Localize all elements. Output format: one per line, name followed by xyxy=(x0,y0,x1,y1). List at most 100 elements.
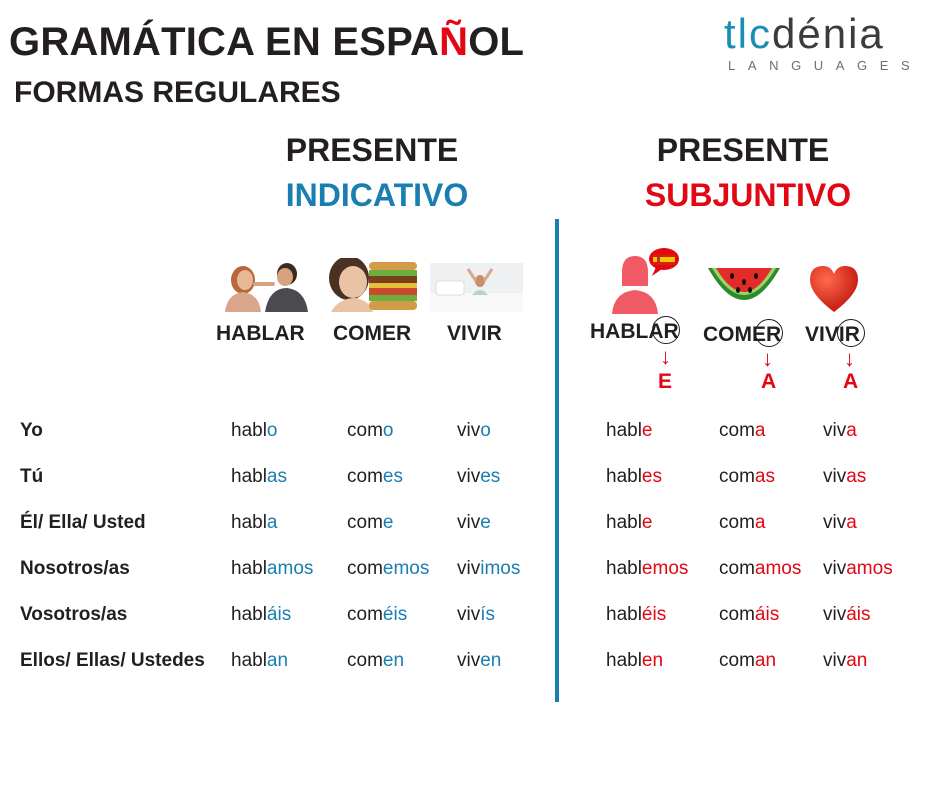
person-speech-bubble-icon xyxy=(608,246,680,316)
verb-ending: e xyxy=(480,512,491,533)
verb-ending: a xyxy=(846,420,857,441)
indicativo-verb-vivir: VIVIR xyxy=(447,322,502,345)
indicativo-form-vivir: vive xyxy=(457,512,491,534)
verb-ending: áis xyxy=(754,604,780,625)
indicativo-form-comer: coméis xyxy=(347,604,407,626)
woman-waking-up-photo-icon xyxy=(430,263,523,312)
verb-stem: habl xyxy=(606,420,642,441)
pronoun-label: Vosotros/as xyxy=(20,604,128,625)
indicativo-form-hablar: hablo xyxy=(231,420,278,442)
verb-stem: viv xyxy=(457,558,481,579)
indicativo-form-vivir: vivo xyxy=(457,420,491,442)
subjuntivo-form-vivir: viváis xyxy=(823,604,871,626)
verb-stem: habl xyxy=(231,604,267,625)
indicativo-form-vivir: vives xyxy=(457,466,500,488)
verb-stem: com xyxy=(719,650,755,671)
verb-stem: habl xyxy=(606,512,642,533)
verb-stem: habl xyxy=(606,650,642,671)
verb-ending: e xyxy=(382,512,394,533)
verb-ending: en xyxy=(641,650,664,671)
verb-ending: en xyxy=(480,650,502,671)
subjuntivo-heading-line2: SUBJUNTIVO xyxy=(644,177,852,213)
subjuntivo-form-comer: comáis xyxy=(719,604,779,626)
verb-ending: as xyxy=(754,466,775,487)
verb-ending: éis xyxy=(641,604,667,625)
logo-tagline: LANGUAGES xyxy=(728,58,923,73)
indicativo-form-hablar: habláis xyxy=(231,604,291,626)
woman-eating-burger-photo-icon xyxy=(325,258,420,312)
verb-ending: a xyxy=(754,512,766,533)
verb-ending: as xyxy=(846,466,867,487)
verb-ending: e xyxy=(641,512,653,533)
verb-ending: es xyxy=(480,466,501,487)
verb-stem: habl xyxy=(231,466,267,487)
verb-ending: áis xyxy=(266,604,292,625)
verb-stem: com xyxy=(719,466,755,487)
pronoun-label: Tú xyxy=(20,466,44,487)
indicativo-form-hablar: habla xyxy=(231,512,278,534)
indicativo-form-vivir: vivís xyxy=(457,604,495,626)
verb-stem: habl xyxy=(606,558,642,579)
verb-ending: as xyxy=(266,466,287,487)
verb-ending: e xyxy=(641,420,653,441)
verb-stem: habl xyxy=(231,420,267,441)
verb-stem: habl xyxy=(231,512,267,533)
column-divider xyxy=(555,219,559,702)
indicativo-form-comer: comen xyxy=(347,650,404,672)
verb-ending: amos xyxy=(266,558,314,579)
subjuntivo-form-hablar: hables xyxy=(606,466,662,488)
verb-stem: viv xyxy=(823,650,847,671)
heart-icon xyxy=(808,264,860,314)
subjuntivo-form-comer: coma xyxy=(719,420,765,442)
subjuntivo-form-hablar: hable xyxy=(606,512,653,534)
verb-stem: viv xyxy=(457,512,481,533)
verb-stem: habl xyxy=(231,558,267,579)
subjuntivo-form-hablar: hablen xyxy=(606,650,663,672)
verb-stem: habl xyxy=(606,604,642,625)
verb-ending: ís xyxy=(480,604,496,625)
verb-stem: com xyxy=(719,420,755,441)
pronoun-label: Ellos/ Ellas/ Ustedes xyxy=(20,650,205,671)
verb-stem: viv xyxy=(457,466,481,487)
indicativo-verb-comer: COMER xyxy=(333,322,412,345)
verb-stem: viv xyxy=(457,604,481,625)
verb-ending: o xyxy=(480,420,491,441)
verb-stem: com xyxy=(347,420,383,441)
verb-stem: viv xyxy=(823,558,847,579)
verb-stem: viv xyxy=(823,512,847,533)
verb-ending: es xyxy=(641,466,662,487)
pronoun-label: Nosotros/as xyxy=(20,558,130,579)
verb-ending: an xyxy=(754,650,777,671)
subjuntivo-form-comer: comamos xyxy=(719,558,801,580)
verb-ending: áis xyxy=(846,604,871,625)
subjuntivo-form-comer: comas xyxy=(719,466,775,488)
hablar-new-vowel: E xyxy=(658,370,673,393)
verb-stem: com xyxy=(719,512,755,533)
page-title: GRAMÁTICA EN ESPAÑOL xyxy=(9,20,525,64)
indicativo-heading-line2: INDICATIVO xyxy=(285,177,469,213)
subjuntivo-form-vivir: vivas xyxy=(823,466,866,488)
pronoun-label: Él/ Ella/ Usted xyxy=(20,512,146,533)
verb-stem: com xyxy=(719,604,755,625)
comer-ending-circle xyxy=(755,319,783,347)
indicativo-form-hablar: hablas xyxy=(231,466,287,488)
verb-stem: viv xyxy=(457,420,481,441)
verb-stem: com xyxy=(719,558,755,579)
subjuntivo-form-comer: coman xyxy=(719,650,776,672)
indicativo-heading-line1: PRESENTE xyxy=(285,132,459,168)
subjuntivo-form-vivir: vivan xyxy=(823,650,867,672)
verb-ending: éis xyxy=(382,604,408,625)
verb-ending: an xyxy=(266,650,289,671)
verb-ending: es xyxy=(382,466,403,487)
watermelon-slice-icon xyxy=(706,262,782,314)
verb-ending: o xyxy=(266,420,278,441)
verb-stem: com xyxy=(347,466,383,487)
hablar-arrow-down: ↓ xyxy=(660,344,671,369)
verb-stem: viv xyxy=(823,420,847,441)
indicativo-form-comer: come xyxy=(347,512,393,534)
indicativo-form-comer: comemos xyxy=(347,558,429,580)
verb-ending: imos xyxy=(480,558,521,579)
subjuntivo-form-vivir: vivamos xyxy=(823,558,893,580)
indicativo-form-hablar: hablamos xyxy=(231,558,313,580)
verb-stem: habl xyxy=(231,650,267,671)
